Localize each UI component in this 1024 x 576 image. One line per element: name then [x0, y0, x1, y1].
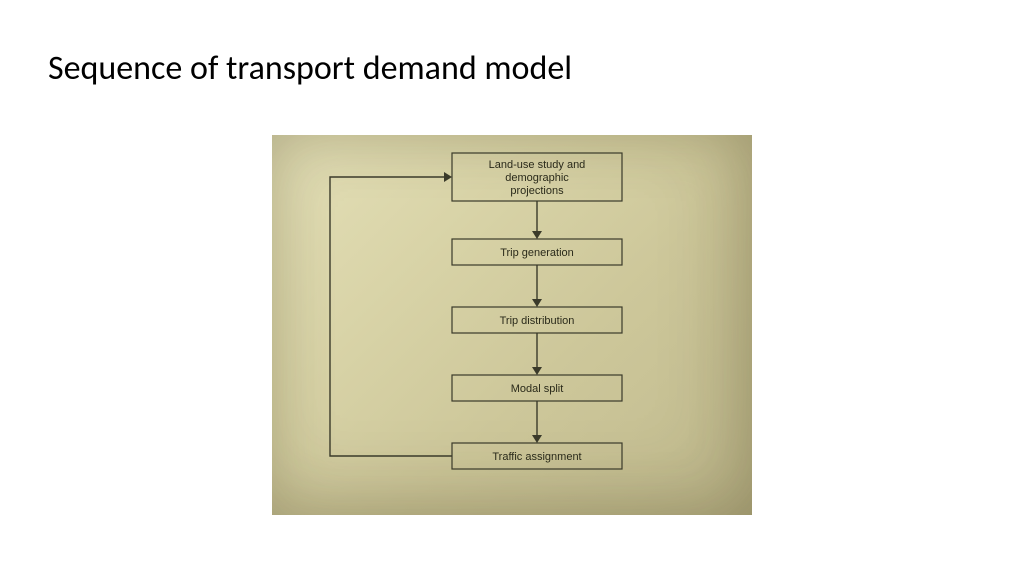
node-label: Land-use study and: [489, 159, 586, 171]
edge-2-3: [532, 265, 542, 307]
edge-4-5: [532, 401, 542, 443]
node-trip-generation: Trip generation: [452, 239, 622, 265]
edge-1-2: [532, 201, 542, 239]
node-label: Trip generation: [500, 247, 574, 259]
node-label: Modal split: [511, 383, 564, 395]
node-label: demographic: [505, 172, 569, 184]
node-land-use: Land-use study and demographic projectio…: [452, 153, 622, 201]
node-label: projections: [510, 185, 564, 197]
node-label: Trip distribution: [500, 315, 575, 327]
node-label: Traffic assignment: [492, 451, 581, 463]
feedback-edge: [330, 172, 452, 456]
flowchart-svg: Land-use study and demographic projectio…: [272, 135, 752, 515]
edge-3-4: [532, 333, 542, 375]
page-title: Sequence of transport demand model: [48, 48, 572, 89]
flowchart-photo: Land-use study and demographic projectio…: [272, 135, 752, 515]
node-trip-distribution: Trip distribution: [452, 307, 622, 333]
slide: Sequence of transport demand model Land-…: [0, 0, 1024, 576]
node-traffic-assignment: Traffic assignment: [452, 443, 622, 469]
node-modal-split: Modal split: [452, 375, 622, 401]
